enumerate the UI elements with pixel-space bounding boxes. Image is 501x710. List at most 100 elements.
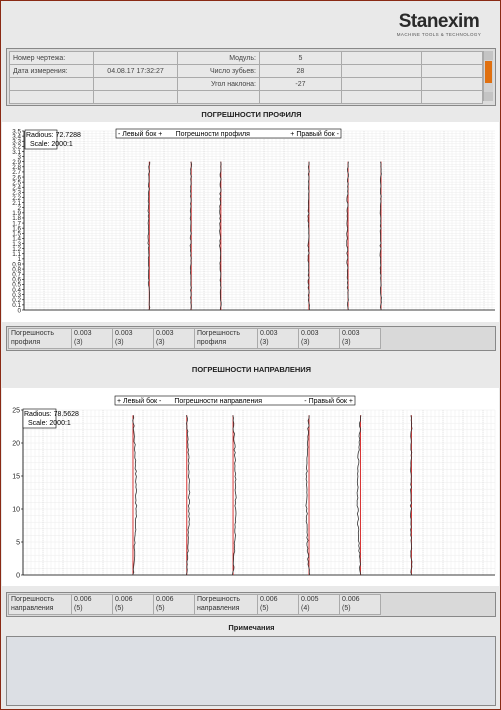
info-cell bbox=[177, 90, 260, 104]
y-tick-label: 0.2 bbox=[12, 297, 21, 304]
info-cell bbox=[340, 90, 422, 104]
measurement-info-panel: Номер чертежа: Модуль: 5 Дата измерения:… bbox=[6, 48, 496, 106]
info-cell bbox=[340, 77, 422, 91]
measured-trace bbox=[185, 415, 191, 576]
profile-result-cell: Погрешность профиля bbox=[8, 328, 72, 349]
result-value: 0.003 bbox=[342, 330, 360, 337]
info-cell bbox=[340, 51, 422, 65]
y-tick-label: 1.7 bbox=[12, 220, 21, 227]
y-tick-label: 0.1 bbox=[12, 302, 21, 309]
info-row bbox=[8, 90, 484, 104]
y-tick-label: 2.7 bbox=[12, 169, 21, 176]
info-scrollbar[interactable] bbox=[483, 51, 493, 101]
info-table: Номер чертежа: Модуль: 5 Дата измерения:… bbox=[8, 51, 484, 104]
result-grade: (5) bbox=[156, 605, 165, 612]
y-tick-label: 0.5 bbox=[12, 282, 21, 289]
direction-result-cell: 0.006 (5) bbox=[153, 594, 195, 615]
direction-result-cell: 0.005 (4) bbox=[298, 594, 340, 615]
result-grade: (5) bbox=[115, 605, 124, 612]
notes-box[interactable] bbox=[6, 636, 496, 706]
profile-result-cell: 0.003 (3) bbox=[257, 328, 299, 349]
info-cell: Угол наклона: bbox=[177, 77, 260, 91]
info-cell bbox=[8, 90, 95, 104]
result-label: направления bbox=[11, 605, 54, 612]
profile-result-cell: Погрешность профиля bbox=[194, 328, 258, 349]
result-value: 0.003 bbox=[301, 330, 319, 337]
y-tick-label: 15 bbox=[12, 473, 20, 480]
profile-results-table: Погрешность профиля 0.003 (3) 0.003 (3) 0.0… bbox=[8, 328, 381, 349]
result-value: 0.006 bbox=[156, 596, 174, 603]
y-tick-label: 10 bbox=[12, 506, 20, 513]
y-tick-label: 1 bbox=[17, 256, 21, 263]
direction-result-cell: 0.006 (5) bbox=[112, 594, 154, 615]
result-value: 0.005 bbox=[301, 596, 319, 603]
scroll-down-arrow-icon[interactable] bbox=[484, 92, 493, 101]
y-tick-label: 3.4 bbox=[12, 133, 21, 140]
y-tick-label: 1.1 bbox=[12, 251, 21, 258]
direction-result-cell: Погрешность направления bbox=[194, 594, 258, 615]
company-logo: Stanexim MACHINE TOOLS & TECHNOLOGY bbox=[389, 12, 489, 38]
info-cell: Номер чертежа: bbox=[8, 51, 95, 65]
result-label: Погрешность bbox=[11, 596, 54, 603]
profile-result-cell: 0.003 (3) bbox=[298, 328, 340, 349]
measured-trace bbox=[356, 415, 362, 576]
result-label: профиля bbox=[11, 339, 41, 346]
y-tick-label: 0.8 bbox=[12, 266, 21, 273]
result-grade: (4) bbox=[301, 605, 310, 612]
y-tick-label: 1.8 bbox=[12, 215, 21, 222]
scroll-up-arrow-icon[interactable] bbox=[484, 51, 493, 60]
legend-right-flank: + Правый бок - bbox=[290, 130, 339, 138]
radius-scale-box bbox=[24, 129, 58, 150]
y-tick-label: 2.1 bbox=[12, 200, 21, 207]
legend-title: Погрешности направления bbox=[174, 398, 262, 405]
y-tick-label: 2.2 bbox=[12, 195, 21, 202]
scale-label: Scale: 2000:1 bbox=[28, 420, 71, 427]
direction-result-cell: Погрешность направления bbox=[8, 594, 72, 615]
direction-chart: 0 5 10 15 20 25 Radious: 78.5628 Scale: 2000:1 +… bbox=[2, 388, 499, 586]
info-cell: Число зубьев: bbox=[177, 64, 260, 78]
result-value: 0.006 bbox=[74, 596, 92, 603]
logo-name: Stanexim bbox=[398, 11, 480, 32]
y-tick-label: 25 bbox=[12, 407, 20, 414]
y-tick-label: 1.6 bbox=[12, 225, 21, 232]
info-cell bbox=[420, 64, 484, 78]
measured-trace bbox=[305, 415, 310, 576]
legend-left-flank: - Левый бок + bbox=[118, 130, 162, 138]
result-grade: (5) bbox=[74, 605, 83, 612]
info-cell: Дата измерения: bbox=[8, 64, 95, 78]
measured-trace bbox=[232, 415, 237, 576]
y-tick-label: 2.8 bbox=[12, 164, 21, 171]
profile-chart: 0 0.1 0.2 0.3 0.4 0.5 0.6 0.7 0.8 0.9 1 1.1 1.2 1.3 1.… bbox=[2, 122, 499, 322]
direction-results-panel: Погрешность направления 0.006 (5) 0.006 (5)… bbox=[6, 592, 496, 617]
profile-results-panel: Погрешность профиля 0.003 (3) 0.003 (3) 0.0… bbox=[6, 326, 496, 351]
y-tick-label: 0.7 bbox=[12, 272, 21, 279]
y-tick-label: 1.3 bbox=[12, 241, 21, 248]
result-grade: (5) bbox=[342, 605, 351, 612]
y-tick-label: 3.1 bbox=[12, 149, 21, 156]
direction-result-cell: 0.006 (5) bbox=[339, 594, 381, 615]
info-row: Номер чертежа: Модуль: 5 bbox=[8, 51, 484, 65]
y-tick-label: 3 bbox=[17, 154, 21, 161]
y-tick-label: 3.3 bbox=[12, 139, 21, 146]
y-tick-label: 3.2 bbox=[12, 144, 21, 151]
y-tick-label: 1.2 bbox=[12, 246, 21, 253]
result-label: профиля bbox=[197, 339, 227, 346]
y-tick-label: 2.9 bbox=[12, 159, 21, 166]
radius-label: Radious: 72.7288 bbox=[26, 132, 81, 139]
profile-section-title: ПОГРЕШНОСТИ ПРОФИЛЯ bbox=[201, 110, 302, 119]
measured-trace bbox=[219, 161, 222, 311]
result-value: 0.003 bbox=[260, 330, 278, 337]
direction-chart-svg: 0 5 10 15 20 25 Radious: 78.5628 Scale: 2000:1 +… bbox=[12, 395, 496, 579]
result-value: 0.006 bbox=[115, 596, 133, 603]
y-tick-label: 1.5 bbox=[12, 231, 21, 238]
info-cell: 5 bbox=[258, 51, 342, 65]
measured-trace bbox=[346, 161, 349, 311]
y-tick-label: 0.4 bbox=[12, 287, 21, 294]
direction-result-cell: 0.006 (5) bbox=[71, 594, 113, 615]
profile-chart-svg: 00.10.20.30.40.50.60.70.80.911.11.21.31.… bbox=[12, 128, 495, 314]
y-tick-label: 1.4 bbox=[12, 236, 21, 243]
y-tick-label: 2 bbox=[17, 205, 21, 212]
result-label: Погрешность bbox=[197, 330, 240, 337]
scroll-thumb[interactable] bbox=[485, 61, 492, 83]
